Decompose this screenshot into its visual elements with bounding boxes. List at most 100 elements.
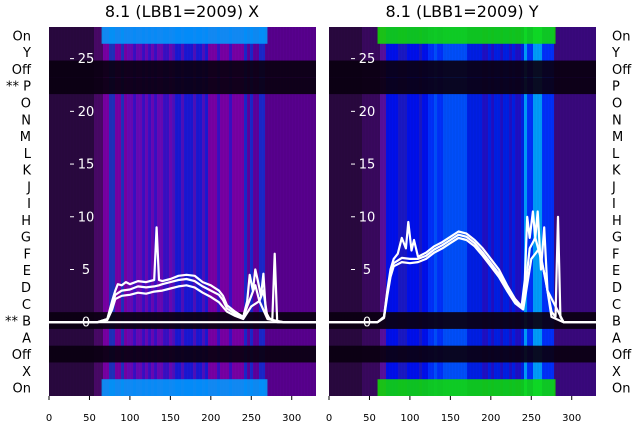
heatmap-column [383,27,387,396]
row-label-right: G [612,231,622,246]
heatmap-column [527,27,531,396]
x-tick-label: 200 [481,413,500,424]
heatmap-column [295,27,299,396]
heatmap [49,27,316,396]
heatmap-column [190,27,194,396]
heatmap-column [211,27,215,396]
row-label-right: E [612,264,620,279]
heatmap-column [310,27,314,396]
heatmap-column [235,27,239,396]
heatmap-column [166,27,170,396]
row-label-left: Y [22,46,31,61]
row-label-left: On [13,29,31,44]
y-tick-label: 5 [82,263,90,278]
x-tick-label: 300 [282,413,301,424]
row-label-right: M [612,130,623,145]
heatmap-column [103,27,107,396]
heatmap-column [410,27,414,396]
trace-series-2 [49,277,316,324]
heatmap-column [350,27,354,396]
row-label-right: L [612,147,620,162]
heatmap-column [241,27,245,396]
heatmap-column [542,27,546,396]
row-label-right: F [612,247,619,262]
dark-row [329,312,596,329]
heatmap-column [479,27,483,396]
heatmap-column [353,27,357,396]
row-label-right: X [612,365,621,380]
heatmap-column [121,27,125,396]
heatmap-column [256,27,260,396]
heatmap-column [124,27,128,396]
heatmap-column [329,27,333,396]
heatmap-column [386,27,390,396]
row-label-left: N [21,113,31,128]
x-tick-label: 0 [46,413,52,424]
row-label-left: On [13,382,31,397]
heatmap-column [79,27,83,396]
y-tick-label: 10 [78,210,95,225]
heatmap-column [392,27,396,396]
dark-row [49,345,316,363]
x-tick-label: 0 [326,413,332,424]
heatmap-column [458,27,462,396]
heatmap-column [154,27,158,396]
heatmap-column [283,27,287,396]
heatmap-column [271,27,275,396]
y-tick-label: 15 [78,158,95,173]
heatmap-column [428,27,432,396]
heatmap-column [223,27,227,396]
heatmap-column [100,27,104,396]
heatmap-column [109,27,113,396]
row-label-right: J [611,180,616,195]
heatmap-column [58,27,62,396]
heatmap-column [362,27,366,396]
heatmap-column [452,27,456,396]
heatmap-column [377,27,381,396]
heatmap-column [455,27,459,396]
heatmap-column [244,27,248,396]
heatmap-column [461,27,465,396]
heatmap-column [545,27,549,396]
heatmap-column [139,27,143,396]
heatmap-column [301,27,305,396]
heatmap-column [184,27,188,396]
heatmap-column [524,27,528,396]
heatmap-column [506,27,510,396]
heatmap-column [533,27,537,396]
heatmap-column [356,27,360,396]
row-label-left: C [22,298,31,313]
heatmap-column [413,27,417,396]
heatmap-column [374,27,378,396]
heatmap-column [437,27,441,396]
heatmap-column [518,27,522,396]
heatmap-column [389,27,393,396]
y-tick-label: 0 [363,316,371,331]
heatmap-column [97,27,101,396]
heatmap-column [488,27,492,396]
heatmap-column [482,27,486,396]
row-label-left: A [22,331,31,346]
heatmap-column [157,27,161,396]
heatmap-column [172,27,176,396]
heatmap-column [335,27,339,396]
heatmap-column [199,27,203,396]
heatmap-column [341,27,345,396]
row-label-right: On [612,382,630,397]
chart-title: 8.1 (LBB1=2009) Y [385,2,538,21]
heatmap-column [509,27,513,396]
heatmap-column [247,27,251,396]
heatmap-column [497,27,501,396]
heatmap-column [500,27,504,396]
x-tick-label: 50 [363,413,376,424]
heatmap-column [169,27,173,396]
heatmap-column [49,27,53,396]
heatmap-column [145,27,149,396]
on-band-top [101,27,268,44]
heatmap-column [446,27,450,396]
heatmap-column [238,27,242,396]
heatmap-column [94,27,98,396]
heatmap-column [181,27,185,396]
